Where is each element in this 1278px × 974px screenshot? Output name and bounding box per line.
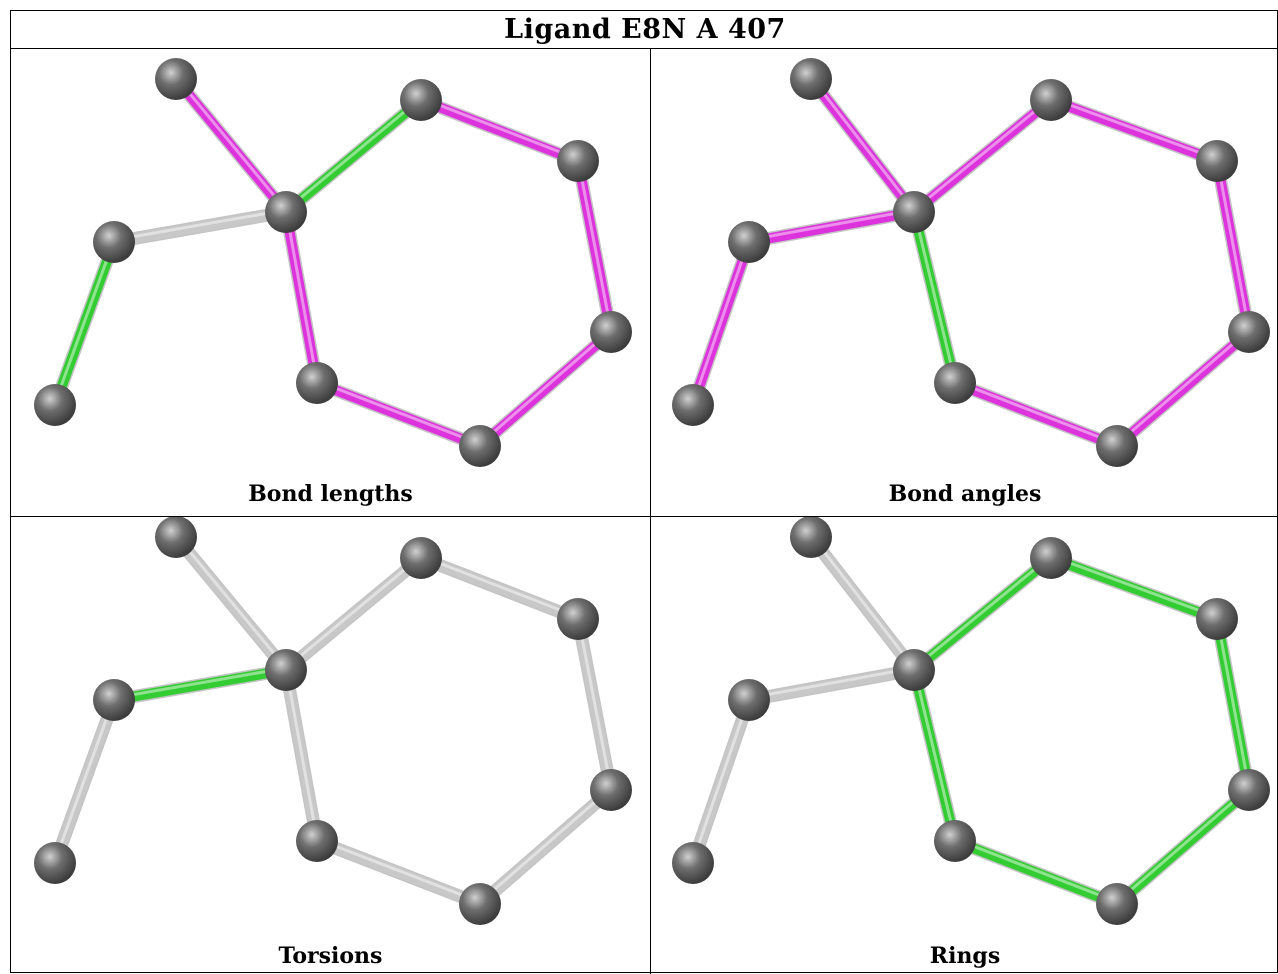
bond-outlier: [1044, 93, 1224, 168]
bond-outlier: [948, 376, 1124, 453]
atom: [728, 221, 770, 263]
figure-frame: Ligand E8N A 407 Bond lengths Bond angle…: [10, 10, 1278, 974]
bond-outlier: [473, 325, 618, 453]
bond-neutral: [279, 551, 428, 677]
bond-outlier: [804, 72, 921, 219]
atom: [459, 425, 501, 467]
atom: [672, 842, 714, 884]
atom: [155, 58, 197, 100]
bond-outlier: [1210, 154, 1256, 339]
panel-rings: Rings: [651, 517, 1278, 974]
atom: [296, 820, 338, 862]
atom: [934, 362, 976, 404]
panel-torsions: Torsions: [11, 517, 650, 974]
bond-outlier: [279, 205, 324, 390]
atom: [265, 649, 307, 691]
atom: [1096, 425, 1138, 467]
atom: [400, 537, 442, 579]
bond-neutral: [473, 783, 618, 911]
atom: [34, 384, 76, 426]
molecule-bond-angles: [672, 58, 1270, 467]
caption-bond-angles: Bond angles: [888, 481, 1042, 507]
bond-neutral: [279, 663, 324, 848]
molecule-torsions: [34, 517, 632, 925]
bond-ok: [48, 235, 121, 412]
atom: [296, 362, 338, 404]
atom: [1030, 537, 1072, 579]
bond-neutral: [169, 530, 293, 677]
atom: [265, 191, 307, 233]
atom: [893, 649, 935, 691]
bond-ok: [907, 663, 962, 848]
bond-neutral: [107, 205, 293, 249]
atom: [672, 384, 714, 426]
bond-ok: [1044, 551, 1224, 626]
caption-rings: Rings: [929, 943, 1001, 969]
atom: [590, 311, 632, 353]
bond-neutral: [686, 693, 756, 870]
bond-neutral: [48, 693, 121, 870]
atom: [728, 679, 770, 721]
column-divider: [650, 49, 651, 974]
atom: [790, 58, 832, 100]
molecule-bond-lengths: [34, 58, 632, 467]
bond-outlier: [686, 235, 756, 412]
atom: [934, 820, 976, 862]
molecule-rings: [672, 517, 1270, 925]
bond-ok: [907, 205, 962, 390]
atom: [1196, 140, 1238, 182]
figure-title: Ligand E8N A 407: [504, 14, 786, 45]
bond-neutral: [310, 834, 487, 911]
bond-ok: [948, 834, 1124, 911]
row-divider: [11, 516, 1278, 517]
caption-torsions: Torsions: [278, 943, 383, 969]
bond-ok: [1210, 612, 1256, 797]
atom: [590, 769, 632, 811]
bond-outlier: [571, 154, 618, 339]
bond-outlier: [169, 72, 293, 219]
bond-ok: [107, 663, 293, 707]
bond-neutral: [571, 612, 618, 797]
atom: [400, 79, 442, 121]
atom: [557, 598, 599, 640]
atom: [93, 679, 135, 721]
atom: [790, 517, 832, 558]
bond-outlier: [907, 93, 1058, 219]
atom: [557, 140, 599, 182]
atom: [1030, 79, 1072, 121]
bond-ok: [1110, 783, 1256, 911]
atom: [1228, 311, 1270, 353]
bond-outlier: [742, 205, 921, 249]
bond-neutral: [804, 530, 921, 677]
title-row: Ligand E8N A 407: [11, 11, 1278, 49]
bond-ok: [279, 93, 428, 219]
bond-outlier: [310, 376, 487, 453]
panel-bond-angles: Bond angles: [651, 49, 1278, 516]
atom: [93, 221, 135, 263]
atom: [893, 191, 935, 233]
bond-ok: [907, 551, 1058, 677]
bond-neutral: [742, 663, 921, 707]
atom: [155, 517, 197, 558]
bond-outlier: [414, 93, 585, 168]
atom: [1096, 883, 1138, 925]
caption-bond-lengths: Bond lengths: [248, 481, 413, 507]
atom: [459, 883, 501, 925]
atom: [1196, 598, 1238, 640]
atom: [1228, 769, 1270, 811]
panel-bond-lengths: Bond lengths: [11, 49, 650, 516]
atom: [34, 842, 76, 884]
bond-neutral: [414, 551, 585, 626]
bond-outlier: [1110, 325, 1256, 453]
